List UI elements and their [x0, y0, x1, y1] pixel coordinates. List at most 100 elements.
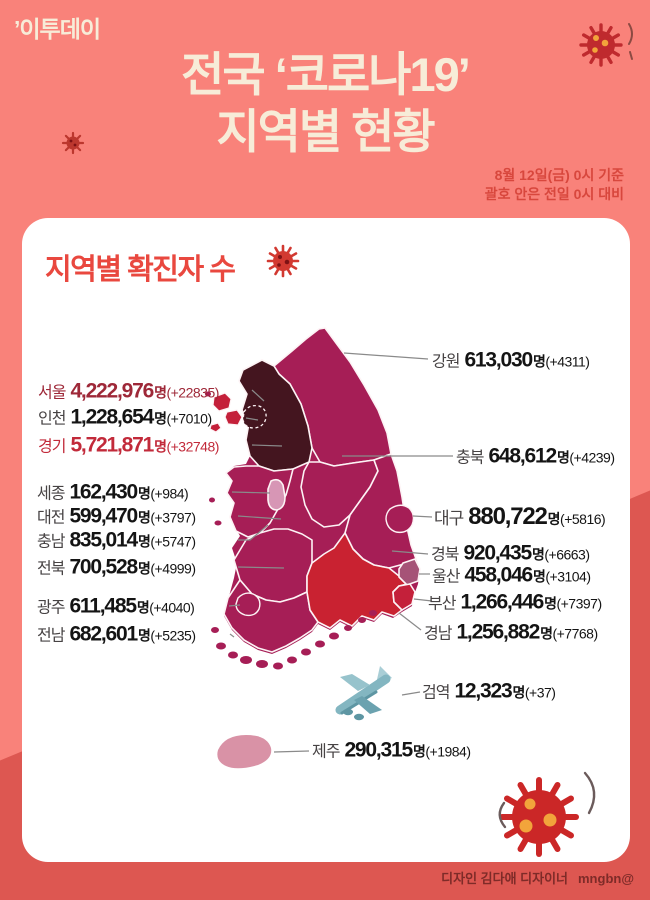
region-delta: (+4311) — [545, 353, 590, 370]
stat-row-ulsan: 울산 458,046 명 (+3104) — [432, 563, 591, 588]
stat-row-gyeonggi: 경기 5,721,871 명 (+32748) — [38, 433, 219, 458]
map-region-daegu — [385, 504, 415, 534]
region-label: 전북 — [37, 560, 65, 578]
stat-row-quarantine: 검역 12,323 명 (+37) — [422, 679, 556, 704]
region-delta: (+5747) — [150, 533, 196, 550]
map-region-gwangju — [235, 592, 261, 617]
date-note: 8월 12일(금) 0시 기준 괄호 안은 전일 0시 대비 — [485, 166, 624, 204]
region-delta: (+1984) — [425, 743, 471, 760]
region-value: 611,485 — [69, 594, 137, 618]
stat-row-incheon: 인천 1,228,654 명 (+7010) — [38, 405, 212, 430]
region-value: 12,323 — [454, 679, 512, 703]
region-suffix: 명 — [154, 410, 167, 427]
region-value: 682,601 — [69, 622, 138, 646]
stat-row-daejeon: 대전 599,470 명 (+3797) — [37, 504, 196, 529]
region-delta: (+4999) — [150, 560, 196, 577]
region-value: 920,435 — [463, 541, 532, 565]
region-delta: (+984) — [150, 485, 189, 502]
region-label: 충남 — [37, 533, 65, 551]
region-label: 충북 — [456, 449, 484, 467]
virus-icon-large — [498, 771, 596, 857]
region-delta: (+37) — [524, 684, 556, 701]
region-delta: (+6663) — [544, 546, 590, 563]
map-region-jeju — [217, 735, 272, 769]
region-suffix: 명 — [136, 599, 150, 616]
region-delta: (+4239) — [569, 449, 615, 466]
map-region-sejong — [267, 478, 286, 511]
region-suffix: 명 — [137, 485, 151, 502]
region-delta: (+5235) — [150, 627, 196, 644]
region-label: 경남 — [424, 625, 452, 643]
region-suffix: 명 — [137, 533, 151, 550]
designer-credit: 디자인 김다애 디자이너 — [441, 871, 568, 886]
region-value: 1,256,882 — [456, 620, 540, 644]
region-suffix: 명 — [556, 449, 570, 466]
region-suffix: 명 — [544, 595, 557, 612]
credit-line: 디자인 김다애 디자이너 mngbn@ — [441, 868, 634, 887]
region-label: 광주 — [37, 599, 65, 617]
region-delta: (+5816) — [560, 511, 606, 527]
stat-row-chungnam: 충남 835,014 명 (+5747) — [37, 528, 196, 553]
region-label: 서울 — [38, 384, 66, 402]
region-label: 검역 — [422, 684, 450, 702]
map-region-busan — [392, 583, 416, 611]
region-value: 700,528 — [69, 555, 138, 579]
region-delta: (+3797) — [150, 509, 196, 526]
region-label: 강원 — [432, 353, 460, 371]
region-value: 835,014 — [69, 528, 138, 552]
region-label: 대구 — [434, 509, 464, 528]
region-value: 599,470 — [69, 504, 138, 528]
region-suffix: 명 — [137, 627, 151, 644]
stat-row-jeju: 제주 290,315 명 (+1984) — [312, 738, 471, 763]
region-delta: (+7768) — [552, 625, 598, 642]
region-value: 458,046 — [464, 563, 533, 587]
stat-row-jeonbuk: 전북 700,528 명 (+4999) — [37, 555, 196, 580]
region-value: 1,228,654 — [70, 405, 154, 429]
region-suffix: 명 — [532, 353, 546, 370]
map-regions — [209, 327, 421, 653]
stat-row-jeonnam: 전남 682,601 명 (+5235) — [37, 622, 196, 647]
stat-row-gwangju: 광주 611,485 명 (+4040) — [37, 594, 195, 619]
accent-tick — [629, 51, 633, 60]
region-suffix: 명 — [540, 625, 553, 642]
connector-lines — [228, 352, 453, 753]
stat-row-busan: 부산 1,266,446 명 (+7397) — [428, 590, 602, 615]
region-label: 전남 — [37, 627, 65, 645]
airplane-icon — [335, 666, 392, 721]
stat-row-chungbuk: 충북 648,612 명 (+4239) — [456, 444, 615, 469]
region-delta: (+7397) — [556, 595, 602, 612]
region-suffix: 명 — [137, 509, 151, 526]
region-suffix: 명 — [547, 511, 561, 527]
region-suffix: 명 — [531, 546, 545, 563]
map-region-ulsan — [398, 558, 421, 586]
stat-row-seoul: 서울 4,222,976 명 (+22835) — [38, 379, 219, 404]
region-delta: (+7010) — [166, 410, 212, 427]
title-line-1: 전국 ‘코로나19’ — [181, 48, 471, 101]
date-line-2: 괄호 안은 전일 0시 대비 — [484, 186, 624, 202]
region-label: 인천 — [38, 410, 66, 428]
region-value: 880,722 — [468, 503, 548, 530]
region-delta: (+3104) — [545, 568, 591, 585]
region-label: 경북 — [431, 546, 459, 564]
stat-row-gyeongnam: 경남 1,256,882 명 (+7768) — [424, 620, 598, 645]
region-label: 대전 — [37, 509, 65, 527]
region-suffix: 명 — [154, 438, 167, 455]
region-delta: (+32748) — [166, 438, 219, 455]
region-delta: (+22835) — [166, 384, 219, 401]
virus-icon-small — [61, 131, 85, 155]
region-label: 울산 — [432, 568, 460, 586]
date-line-1: 8월 12일(금) 0시 기준 — [494, 167, 624, 183]
region-label: 제주 — [312, 743, 340, 761]
stat-row-daegu: 대구 880,722 명 (+5816) — [434, 503, 606, 531]
region-delta: (+4040) — [149, 599, 195, 616]
publisher-logo: ’이투데이 — [14, 16, 101, 42]
region-suffix: 명 — [412, 743, 426, 760]
stats-card: 지역별 확진자 수 — [22, 218, 630, 862]
region-value: 648,612 — [488, 444, 557, 468]
region-label: 경기 — [38, 438, 66, 456]
map-region-seoul — [242, 404, 267, 429]
virus-icon — [579, 23, 633, 67]
korea-map — [205, 244, 596, 857]
region-suffix: 명 — [532, 568, 546, 585]
map-islands — [205, 391, 377, 670]
